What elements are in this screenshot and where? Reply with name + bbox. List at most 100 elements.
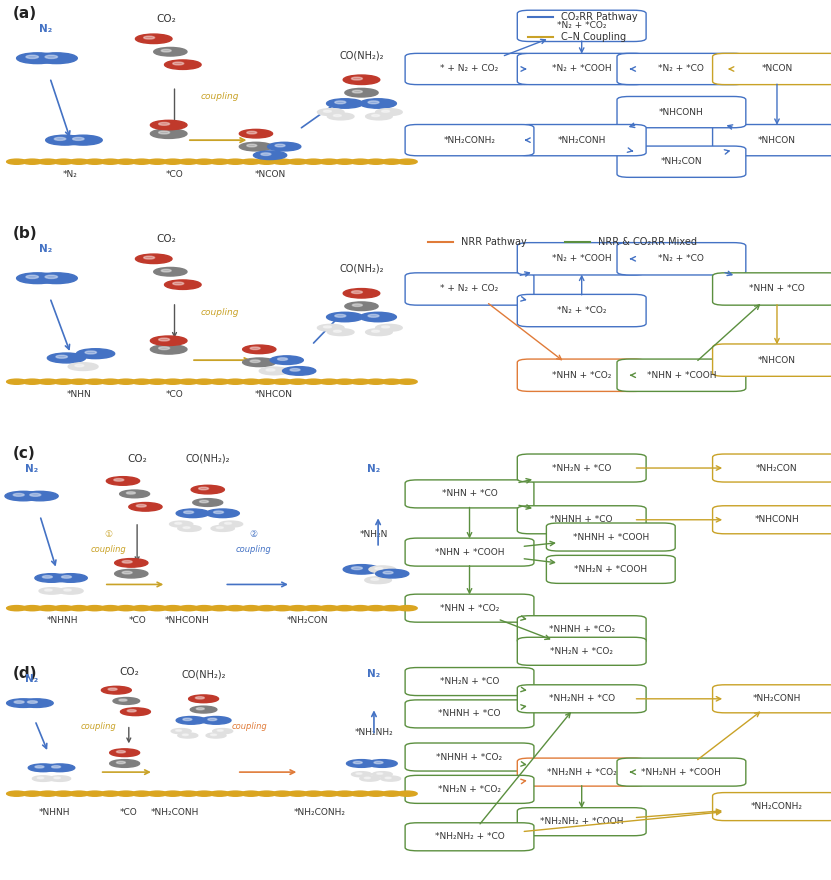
Text: NRR & CO₂RR Mixed: NRR & CO₂RR Mixed bbox=[598, 237, 697, 246]
Text: *N₂ + *CO₂: *N₂ + *CO₂ bbox=[557, 306, 607, 315]
Circle shape bbox=[275, 144, 285, 147]
Circle shape bbox=[119, 699, 127, 701]
Circle shape bbox=[101, 791, 120, 796]
FancyBboxPatch shape bbox=[406, 743, 534, 771]
Circle shape bbox=[175, 523, 182, 524]
Circle shape bbox=[45, 589, 52, 591]
Circle shape bbox=[333, 330, 342, 333]
Circle shape bbox=[131, 159, 151, 165]
Text: *N₂ + *CO: *N₂ + *CO bbox=[658, 64, 705, 74]
Circle shape bbox=[327, 328, 354, 335]
Circle shape bbox=[208, 718, 217, 721]
Circle shape bbox=[85, 791, 105, 796]
Circle shape bbox=[372, 772, 392, 777]
Text: *NH₂CONH: *NH₂CONH bbox=[558, 136, 606, 144]
Text: *NHN + *CO: *NHN + *CO bbox=[441, 489, 498, 498]
FancyBboxPatch shape bbox=[406, 273, 534, 305]
Circle shape bbox=[327, 99, 363, 108]
Text: *NHNH + *CO₂: *NHNH + *CO₂ bbox=[548, 625, 615, 634]
Text: *NHCON: *NHCON bbox=[255, 390, 293, 399]
Circle shape bbox=[53, 791, 73, 796]
Circle shape bbox=[22, 791, 42, 796]
Circle shape bbox=[26, 55, 38, 58]
Circle shape bbox=[115, 569, 148, 578]
Circle shape bbox=[239, 143, 273, 151]
Circle shape bbox=[165, 60, 201, 70]
Circle shape bbox=[159, 347, 170, 349]
Text: coupling: coupling bbox=[90, 545, 126, 554]
Text: ②: ② bbox=[249, 530, 258, 539]
Circle shape bbox=[179, 605, 199, 611]
Text: *NH₂CON: *NH₂CON bbox=[661, 158, 702, 166]
Circle shape bbox=[397, 791, 417, 796]
Text: (a): (a) bbox=[12, 6, 37, 21]
Text: CO₂: CO₂ bbox=[156, 233, 176, 244]
Text: CO(NH₂)₂: CO(NH₂)₂ bbox=[339, 264, 384, 274]
Circle shape bbox=[335, 379, 355, 385]
Circle shape bbox=[397, 379, 417, 385]
Circle shape bbox=[335, 101, 346, 104]
Circle shape bbox=[175, 730, 182, 731]
Circle shape bbox=[38, 605, 58, 611]
Circle shape bbox=[116, 761, 125, 764]
Circle shape bbox=[360, 776, 380, 781]
Text: CO₂: CO₂ bbox=[127, 453, 147, 464]
Circle shape bbox=[101, 379, 120, 385]
Circle shape bbox=[7, 605, 27, 611]
Text: *N₂: *N₂ bbox=[63, 170, 78, 179]
Text: *NHN + *CO₂: *NHN + *CO₂ bbox=[440, 604, 499, 612]
Circle shape bbox=[179, 159, 199, 165]
Circle shape bbox=[178, 733, 198, 738]
Circle shape bbox=[225, 791, 245, 796]
FancyBboxPatch shape bbox=[517, 124, 647, 156]
Text: N₂: N₂ bbox=[39, 245, 52, 254]
Circle shape bbox=[288, 379, 307, 385]
Circle shape bbox=[366, 159, 386, 165]
Circle shape bbox=[69, 791, 89, 796]
Circle shape bbox=[38, 159, 58, 165]
Circle shape bbox=[147, 379, 167, 385]
Circle shape bbox=[173, 282, 184, 285]
Circle shape bbox=[13, 494, 24, 496]
Circle shape bbox=[37, 777, 44, 779]
FancyBboxPatch shape bbox=[517, 359, 647, 392]
Text: *N₂ + *CO: *N₂ + *CO bbox=[658, 254, 705, 263]
FancyBboxPatch shape bbox=[517, 637, 647, 665]
Circle shape bbox=[317, 325, 344, 331]
Circle shape bbox=[368, 101, 379, 104]
Circle shape bbox=[64, 589, 71, 591]
Circle shape bbox=[116, 791, 136, 796]
Circle shape bbox=[120, 708, 150, 715]
Circle shape bbox=[53, 605, 73, 611]
Circle shape bbox=[381, 159, 401, 165]
Circle shape bbox=[201, 716, 231, 724]
Circle shape bbox=[356, 773, 362, 774]
FancyBboxPatch shape bbox=[517, 616, 647, 644]
Circle shape bbox=[225, 605, 245, 611]
Circle shape bbox=[163, 605, 183, 611]
Circle shape bbox=[270, 356, 303, 364]
Circle shape bbox=[163, 159, 183, 165]
Circle shape bbox=[194, 379, 214, 385]
Text: CO(NH₂)₂: CO(NH₂)₂ bbox=[339, 50, 384, 60]
Circle shape bbox=[115, 559, 148, 568]
Circle shape bbox=[381, 776, 401, 781]
Circle shape bbox=[351, 605, 371, 611]
FancyBboxPatch shape bbox=[617, 243, 746, 275]
Text: coupling: coupling bbox=[235, 545, 272, 554]
FancyBboxPatch shape bbox=[617, 54, 746, 84]
Circle shape bbox=[288, 605, 307, 611]
Circle shape bbox=[54, 777, 61, 779]
FancyBboxPatch shape bbox=[617, 97, 746, 128]
Circle shape bbox=[120, 490, 150, 498]
Circle shape bbox=[225, 159, 245, 165]
Circle shape bbox=[54, 574, 87, 583]
Circle shape bbox=[147, 605, 167, 611]
Circle shape bbox=[144, 36, 155, 39]
Circle shape bbox=[303, 379, 323, 385]
Circle shape bbox=[243, 358, 276, 367]
Circle shape bbox=[159, 122, 170, 125]
Text: *NHNH + *CO₂: *NHNH + *CO₂ bbox=[436, 752, 503, 761]
Circle shape bbox=[364, 777, 371, 779]
Circle shape bbox=[352, 77, 362, 80]
